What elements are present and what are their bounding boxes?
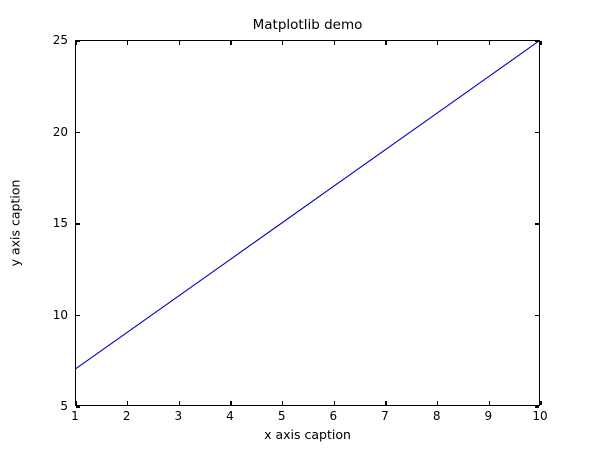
- x-tick-mark: [488, 401, 490, 405]
- y-tick-label: 25: [52, 33, 68, 47]
- x-tick-mark: [127, 41, 129, 45]
- x-tick-mark: [178, 41, 180, 45]
- x-tick-label: 4: [226, 409, 234, 423]
- y-tick-mark: [76, 314, 80, 317]
- y-tick-mark: [76, 223, 80, 225]
- x-tick-label: 10: [532, 409, 548, 423]
- x-tick-mark: [540, 401, 542, 405]
- x-tick-mark: [437, 41, 439, 45]
- y-tick-mark: [535, 40, 539, 42]
- x-tick-mark: [75, 41, 77, 45]
- y-tick-mark: [76, 406, 80, 408]
- x-tick-label: 7: [381, 409, 389, 423]
- x-tick-mark: [437, 401, 439, 405]
- x-tick-mark: [282, 41, 284, 45]
- y-tick-mark: [535, 223, 539, 225]
- x-tick-mark: [230, 401, 232, 405]
- x-tick-label: 1: [71, 409, 79, 423]
- data-line-2x-plus-5: [76, 41, 539, 370]
- y-tick-label: 5: [60, 399, 68, 413]
- y-tick-mark: [76, 40, 80, 42]
- x-tick-mark: [333, 401, 335, 405]
- x-tick-label: 8: [432, 409, 441, 423]
- x-tick-mark: [127, 401, 129, 405]
- plot-line-series: [76, 41, 539, 370]
- y-tick-mark: [535, 314, 539, 317]
- y-tick-mark: [535, 406, 539, 408]
- x-tick-label: 5: [277, 409, 286, 423]
- y-tick-label: 15: [52, 216, 68, 230]
- x-tick-mark: [178, 401, 180, 405]
- x-tick-mark: [540, 41, 542, 45]
- y-axis-caption-wrapper: y axis caption: [0, 40, 30, 406]
- x-tick-label: 2: [122, 409, 131, 423]
- x-tick-label: 6: [329, 409, 338, 423]
- y-axis-caption: y axis caption: [7, 179, 23, 267]
- x-axis-caption: x axis caption: [264, 427, 351, 442]
- x-tick-label: 3: [174, 409, 183, 423]
- x-tick-label: 9: [484, 409, 493, 423]
- x-tick-mark: [282, 401, 284, 405]
- y-tick-label: 20: [52, 124, 68, 139]
- y-tick-label: 10: [52, 307, 68, 322]
- plot-axes-area: [75, 40, 542, 408]
- x-tick-mark: [75, 401, 77, 405]
- chart-title: Matplotlib demo: [252, 17, 363, 33]
- y-tick-mark: [535, 131, 539, 134]
- x-tick-mark: [333, 41, 335, 45]
- x-tick-mark: [385, 401, 387, 405]
- x-tick-mark: [230, 41, 232, 45]
- y-tick-mark: [76, 131, 80, 134]
- x-tick-mark: [385, 41, 387, 45]
- x-tick-mark: [488, 41, 490, 45]
